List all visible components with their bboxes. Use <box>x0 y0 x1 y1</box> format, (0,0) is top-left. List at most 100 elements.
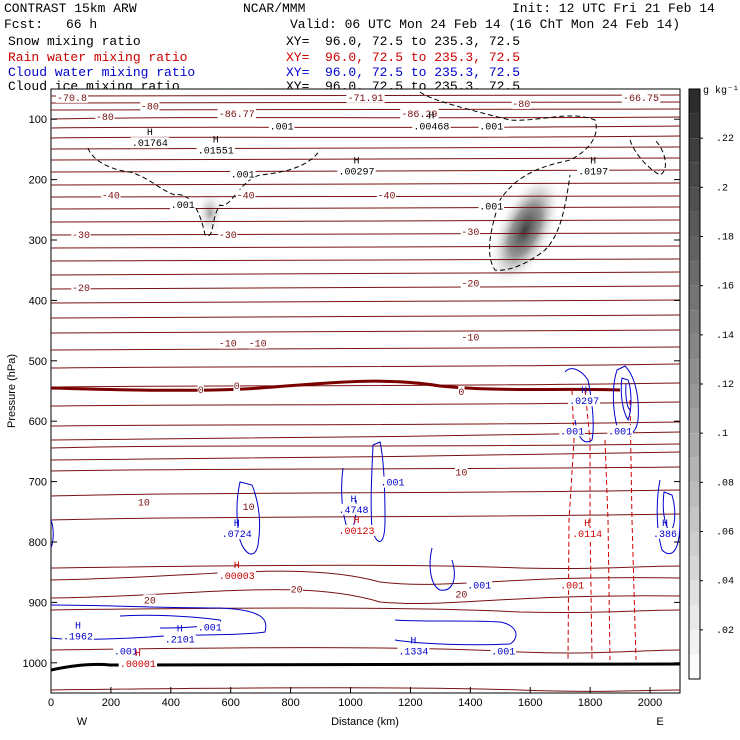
init-time: Init: 12 UTC Fri 21 Feb 14 <box>512 1 715 16</box>
colorbar-swatch <box>689 605 700 630</box>
isotherm-label: 20 <box>455 590 467 601</box>
isotherm-label-bg <box>376 189 397 201</box>
cloud-water-contour <box>429 547 455 591</box>
maximum-label-bg <box>217 570 256 582</box>
colorbar-swatch <box>689 506 700 532</box>
isotherm-label: 0 <box>198 386 204 397</box>
colorbar-tick-label: .2 <box>716 183 728 194</box>
isotherm-label: -80 <box>512 100 530 111</box>
ice-contour <box>87 147 321 237</box>
ice-contour <box>419 91 597 271</box>
maximum-marker: H <box>135 649 141 660</box>
y-tick-label: 300 <box>29 235 47 247</box>
isotherm-label-bg <box>71 228 91 240</box>
isotherm-label: 10 <box>138 499 150 510</box>
isotherm-label-bg <box>55 91 88 103</box>
contour-label: .001 <box>560 581 584 592</box>
contour-label-bg <box>229 168 256 180</box>
isotherm-label: -80 <box>141 102 159 113</box>
x-tick-label: 200 <box>102 697 120 709</box>
colorbar-swatch <box>689 654 700 679</box>
x-tick-label: 2000 <box>638 697 662 709</box>
contour-label-bg <box>196 621 223 633</box>
x-tick-label: 1400 <box>458 697 482 709</box>
isotherm <box>51 271 680 276</box>
maximum-label-bg <box>412 120 451 132</box>
isotherm-label-bg <box>218 228 238 240</box>
colorbar: .02 .04 .06 .08 .1 .12 .14 .16 .18 .2 .22 <box>688 88 734 680</box>
isotherm <box>51 285 680 290</box>
y-tick-label: 400 <box>29 295 47 307</box>
isotherm <box>51 108 680 111</box>
rain-contour <box>604 439 611 661</box>
x-tick-label: 1600 <box>518 697 542 709</box>
isotherm-label-bg <box>137 496 151 508</box>
colorbar-swatch <box>689 236 700 262</box>
maximum-marker: H <box>234 519 240 530</box>
maximum-marker: H <box>354 157 360 168</box>
contour-label-bg <box>379 476 406 488</box>
isotherm-label: 10 <box>455 468 467 479</box>
contour-label: .001 <box>380 479 404 490</box>
isotherm <box>51 607 680 614</box>
isotherm-label-bg <box>101 189 121 201</box>
contour-label-bg <box>113 645 139 657</box>
isotherm-label-bg <box>218 337 238 349</box>
isotherm-label: 0 <box>234 382 240 393</box>
y-tick-label: 200 <box>29 175 47 187</box>
cloud-water-contour <box>394 619 517 646</box>
cloud-water-contour <box>51 519 54 549</box>
y-tick-label: 600 <box>29 416 47 428</box>
contour-label: .001 <box>491 648 515 659</box>
isotherm-label: 0 <box>458 388 464 399</box>
contour-label-bg <box>466 579 493 591</box>
maximum-label-bg <box>337 165 376 177</box>
x-tick-label: 400 <box>162 697 180 709</box>
isotherm-label-bg <box>511 97 531 109</box>
ice-contour-group <box>87 91 666 271</box>
isotherm-label: 20 <box>291 586 303 597</box>
isotherm-label: -20 <box>461 279 479 290</box>
colorbar-swatch <box>689 580 700 606</box>
rain-contour <box>584 389 593 661</box>
contour-label-bg <box>478 200 505 212</box>
isotherm <box>51 382 680 388</box>
contour-label: .001 <box>270 122 294 133</box>
isotherm <box>51 169 680 173</box>
org-title: NCAR/MMM <box>243 1 306 16</box>
valid-time: Valid: 06 UTC Mon 24 Feb 14 (16 ChT Mon … <box>290 17 681 32</box>
legend-rain-xy: XY= 96.0, 72.5 to 235.3, 72.5 <box>286 50 521 65</box>
contour-label-bg <box>169 198 196 210</box>
model-title: CONTRAST 15km ARW <box>4 1 137 16</box>
isotherm <box>51 182 680 186</box>
isotherm <box>51 219 680 223</box>
isotherm <box>51 443 680 449</box>
isotherm-label: 10 <box>243 503 255 514</box>
isotherm-label-bg <box>454 466 468 478</box>
isotherm-label-bg <box>236 189 256 201</box>
isotherm-label: -86.29 <box>401 110 437 121</box>
maximum-label: .00297 <box>339 168 375 179</box>
x-tick-label: 1000 <box>338 697 362 709</box>
isotherm-label-bg <box>454 588 468 600</box>
maximum-marker: H <box>75 622 81 633</box>
y-tick-label: 800 <box>29 537 47 549</box>
isotherm-label: -30 <box>72 231 90 242</box>
isotherm <box>51 570 680 585</box>
contour-label-bg <box>268 120 295 132</box>
isotherm <box>51 101 680 104</box>
isotherm-label: -66.75 <box>623 94 659 105</box>
maximum-label-bg <box>118 657 158 669</box>
cloud-water-contour <box>370 441 386 542</box>
maximum-label: .0197 <box>578 168 608 179</box>
isotherm-label: -40 <box>237 192 255 203</box>
isotherm-label-bg <box>460 331 480 343</box>
legend-snow-xy: XY= 96.0, 72.5 to 235.3, 72.5 <box>286 34 521 49</box>
legend-rain-name: Rain water mixing ratio <box>8 50 188 65</box>
isotherm-label: -30 <box>219 231 237 242</box>
maximum-marker: H <box>234 561 240 572</box>
isotherm <box>51 431 680 441</box>
rain-contour <box>629 399 637 661</box>
maximum-marker: H <box>581 386 587 397</box>
